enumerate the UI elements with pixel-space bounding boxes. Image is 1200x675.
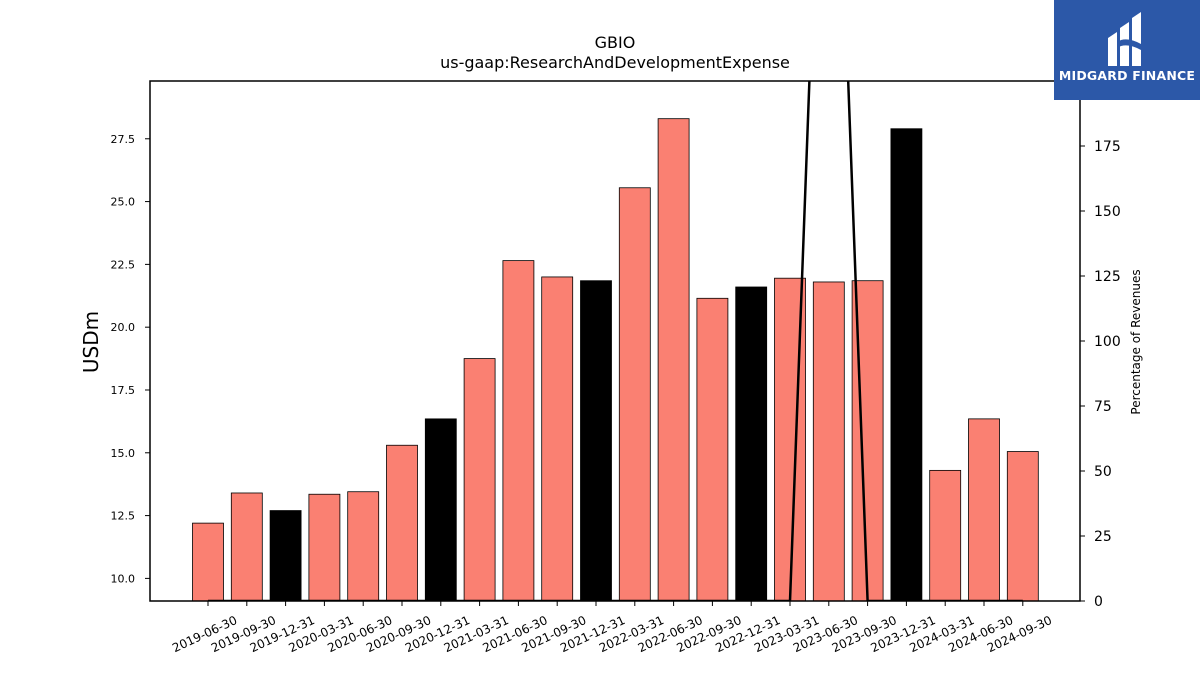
bar-2022-12-31 xyxy=(735,286,768,602)
bar-2019-06-30 xyxy=(192,522,224,602)
bar-2024-03-31 xyxy=(929,469,962,602)
bar-2019-09-30 xyxy=(230,492,263,602)
bar-2021-06-30 xyxy=(502,260,535,602)
y2-tick-label: 75 xyxy=(1094,399,1112,415)
y-tick-label: 12.5 xyxy=(111,510,136,523)
y2-tick-label: 125 xyxy=(1094,269,1121,285)
y2-tick-label: 50 xyxy=(1094,464,1112,480)
y2-axis-label: Percentage of Revenues xyxy=(1129,269,1143,414)
bar-2021-09-30 xyxy=(541,276,574,602)
y-tick-label: 27.5 xyxy=(111,133,136,146)
y-axis-label: USDm xyxy=(79,311,103,373)
logo-text: MIDGARD FINANCE xyxy=(1058,68,1196,83)
y2-tick-label: 0 xyxy=(1094,594,1103,610)
y2-tick-label: 100 xyxy=(1094,334,1121,350)
y-tick-label: 15.0 xyxy=(111,447,136,460)
bar-2022-09-30 xyxy=(696,297,729,602)
chart-title: GBIO xyxy=(595,33,636,52)
x-axis: 2019-06-302019-09-302019-12-312020-03-31… xyxy=(170,601,1054,655)
bar-2021-03-31 xyxy=(463,358,496,602)
bar-2024-09-30 xyxy=(1006,451,1039,602)
bar-2023-06-30 xyxy=(812,281,845,602)
y-tick-label: 20.0 xyxy=(111,321,136,334)
y-axis-left: 10.0 12.5 15.0 17.5 20.0 22.5 25.0 27.5 xyxy=(111,133,150,585)
y-tick-label: 17.5 xyxy=(111,384,136,397)
bar-2022-06-30 xyxy=(657,118,690,602)
bar-2020-12-31 xyxy=(424,418,457,602)
bar-2022-03-31 xyxy=(618,187,651,602)
y-tick-label: 10.0 xyxy=(111,572,136,585)
y2-tick-label: 150 xyxy=(1094,204,1121,220)
y-axis-right: 0 25 50 75 100 125 150 175 xyxy=(1080,139,1121,610)
bar-2020-03-31 xyxy=(308,493,341,602)
midgard-finance-logo: MIDGARD FINANCE xyxy=(1054,0,1200,100)
y-tick-label: 25.0 xyxy=(111,196,136,209)
midgard-logo-icon xyxy=(1108,12,1141,66)
chart-subtitle: us-gaap:ResearchAndDevelopmentExpense xyxy=(440,53,790,72)
bars xyxy=(192,118,1039,602)
bar-2020-09-30 xyxy=(386,444,418,602)
bar-2019-12-31 xyxy=(269,510,302,602)
plot-frame xyxy=(149,80,1081,602)
y2-tick-label: 25 xyxy=(1094,529,1112,545)
bar-2023-12-31 xyxy=(890,128,923,602)
bar-2020-06-30 xyxy=(347,491,380,602)
y-tick-label: 22.5 xyxy=(111,258,136,271)
y2-tick-label: 175 xyxy=(1094,139,1121,155)
bar-2024-06-30 xyxy=(968,418,1000,602)
bar-2021-12-31 xyxy=(580,280,612,602)
